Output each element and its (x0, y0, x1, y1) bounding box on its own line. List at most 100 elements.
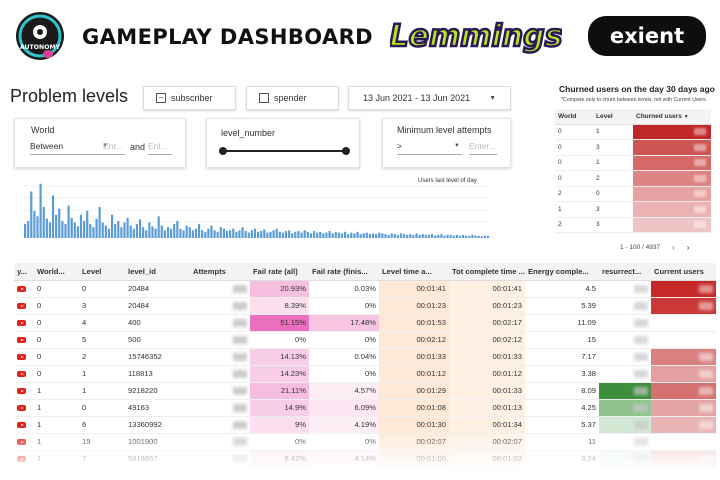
cell-level-time-avg: 00:01:30 (379, 416, 449, 434)
youtube-icon[interactable] (17, 439, 26, 445)
table-row[interactable]: 1 19 1001900 0% 0% 00:02:07 00:02:07 11 (14, 433, 716, 451)
video-cell (14, 314, 34, 332)
chart-bar (73, 222, 76, 238)
chart-bar (452, 235, 455, 238)
level-number-slider-track[interactable] (221, 150, 347, 152)
chart-bar (291, 233, 294, 238)
youtube-icon[interactable] (17, 286, 26, 292)
churn-col-world[interactable]: World (555, 109, 593, 125)
chart-bar (312, 231, 316, 238)
table-row[interactable]: 0 3 20484 8.39% 0% 00:01:23 00:01:23 5.39 (14, 297, 716, 315)
chart-bar (27, 220, 30, 238)
main-col-header[interactable]: y... (14, 263, 34, 281)
chart-bar (114, 224, 117, 238)
redacted-value (233, 301, 247, 310)
chart-bar (375, 234, 378, 239)
redacted-value (233, 335, 247, 344)
youtube-icon[interactable] (17, 405, 26, 411)
prev-page-icon[interactable]: ‹ (672, 243, 675, 252)
min-attempts-operator-select[interactable]: > ▼ (397, 141, 462, 155)
table-row[interactable]: 0 0 20484 20.93% 0.03% 00:01:41 00:01:41 4.5 (14, 280, 716, 298)
chart-bar (126, 217, 129, 238)
youtube-icon[interactable] (17, 422, 26, 428)
table-row[interactable]: 1 0 49163 14.9% 6.09% 00:01:08 00:01:13 4.25 (14, 399, 716, 417)
subscriber-filter[interactable]: – subscriber (143, 86, 236, 110)
cell-level-time-avg: 00:01:33 (379, 348, 449, 366)
autonomy-logo: AUTONOMY (16, 12, 64, 60)
min-attempts-panel: Minimum level attempts > ▼ Enter... (382, 118, 511, 168)
world-operator-select[interactable]: Between ▼ (30, 141, 110, 155)
chart-bar (343, 231, 347, 238)
main-col-header[interactable]: resurrect... (599, 263, 651, 281)
youtube-icon[interactable] (17, 337, 26, 343)
spender-filter[interactable]: spender (246, 86, 339, 110)
churn-col-churned-users[interactable]: Churned users ▼ (633, 109, 711, 125)
slider-max-handle[interactable] (342, 147, 350, 155)
youtube-icon[interactable] (17, 456, 26, 462)
sort-desc-icon: ▼ (683, 113, 689, 120)
chart-bar (458, 235, 462, 238)
world-to-input[interactable]: Ent... (148, 141, 172, 155)
main-col-header[interactable]: level_id (125, 263, 190, 281)
cell-level-time-avg: 00:01:41 (379, 280, 449, 298)
churn-col-level[interactable]: Level (593, 109, 633, 125)
table-row[interactable]: 1 1 9218220 21.11% 4.57% 00:01:29 00:01:33 8.09 (14, 382, 716, 400)
youtube-icon[interactable] (17, 303, 26, 309)
redacted-value (634, 454, 648, 463)
min-attempts-input[interactable]: Enter... (469, 141, 497, 155)
chart-bar (33, 210, 36, 239)
slider-min-handle[interactable] (219, 147, 227, 155)
main-col-header[interactable]: Fail rate (all) (250, 263, 309, 281)
chart-bar (319, 231, 322, 238)
table-row[interactable]: 0 2 15746352 14.13% 0.04% 00:01:33 00:01:33 7.1… (14, 348, 716, 366)
table-row[interactable]: 1 6 13360992 9% 4.19% 00:01:30 00:01:34 5.37 (14, 416, 716, 434)
youtube-icon[interactable] (17, 371, 26, 377)
table-row[interactable]: 1 7 5818867 6.42% 4.14% 00:01:00 00:01:02 3.24 (14, 450, 716, 468)
chart-bar (182, 230, 185, 238)
table-row[interactable]: 0 5 500 0% 0% 00:02:12 00:02:12 15 (14, 331, 716, 349)
cell-fail-rate-finished: 0.04% (309, 348, 379, 366)
next-page-icon[interactable]: › (686, 243, 690, 252)
redacted-value (634, 403, 648, 412)
main-col-header[interactable]: Fail rate (finis... (309, 263, 379, 281)
main-col-header[interactable]: Attempts (190, 263, 250, 281)
chart-bar (362, 233, 365, 238)
main-col-header[interactable]: Energy comple... (525, 263, 599, 281)
cell-total-complete-time: 00:01:33 (449, 348, 525, 366)
cell-level: 2 (79, 348, 125, 366)
cell-level-id: 13360992 (125, 416, 190, 434)
checkbox-icon[interactable] (259, 93, 269, 103)
chart-bar (390, 233, 393, 238)
redacted-value (634, 335, 648, 344)
chart-bar (486, 235, 490, 238)
youtube-icon[interactable] (17, 388, 26, 394)
date-range-picker[interactable]: 13 Jun 2021 - 13 Jun 2021 ▼ (348, 86, 511, 110)
main-col-header[interactable]: Level time a... (379, 263, 449, 281)
chart-bar (244, 231, 247, 238)
cell-energy-complete: 7.17 (525, 348, 599, 366)
chart-bar (45, 218, 48, 239)
churn-cell-level: 1 (593, 124, 633, 140)
cell-level: 0 (79, 399, 125, 417)
chart-bar (253, 228, 257, 238)
main-col-header[interactable]: Tot complete time ... (449, 263, 525, 281)
chart-bar (197, 224, 201, 238)
chart-bar (365, 232, 368, 238)
video-cell (14, 297, 34, 315)
chart-bar (148, 222, 151, 238)
chart-bar (51, 195, 55, 239)
table-row[interactable]: 0 4 400 51.15% 17.48% 00:01:53 00:02:17 11.09 (14, 314, 716, 332)
chart-bar (294, 231, 297, 238)
world-from-input[interactable]: Ent... (103, 141, 125, 155)
table-row[interactable]: 0 1 118813 14.23% 0% 00:01:12 00:01:12 3.38 (14, 365, 716, 383)
main-col-header[interactable]: World... (34, 263, 79, 281)
main-col-header[interactable]: Level (79, 263, 125, 281)
cell-level: 1 (79, 365, 125, 383)
chart-bar (39, 183, 42, 238)
world-filter-label: World (31, 125, 55, 135)
main-col-header[interactable]: Current users (651, 263, 716, 281)
youtube-icon[interactable] (17, 354, 26, 360)
youtube-icon[interactable] (17, 320, 26, 326)
